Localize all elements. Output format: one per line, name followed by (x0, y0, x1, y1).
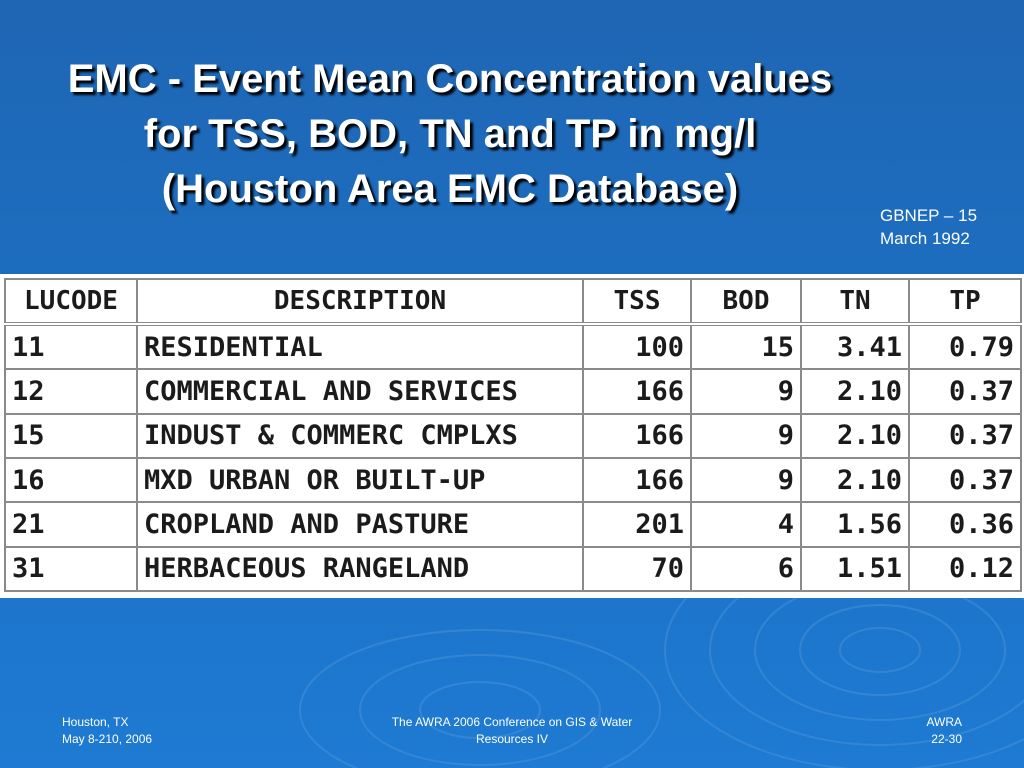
cell-description: HERBACEOUS RANGELAND (136, 545, 584, 593)
cell-description: RESIDENTIAL (136, 322, 584, 371)
slide-title: EMC - Event Mean Concentration values fo… (40, 52, 860, 217)
cell-lucode: 31 (4, 545, 138, 593)
source-line-2: March 1992 (880, 229, 970, 248)
cell-lucode: 11 (4, 322, 138, 371)
column-header-tn: TN (800, 278, 910, 326)
cell-tss: 166 (582, 368, 692, 415)
cell-tp: 0.36 (908, 501, 1022, 548)
column-header-tss: TSS (582, 278, 692, 326)
table-row: 11 RESIDENTIAL 100 15 3.41 0.79 (4, 322, 1022, 371)
cell-bod: 6 (690, 545, 802, 593)
cell-tp: 0.79 (908, 322, 1022, 371)
cell-bod: 9 (690, 412, 802, 459)
cell-tp: 0.37 (908, 368, 1022, 415)
table-row: 31 HERBACEOUS RANGELAND 70 6 1.51 0.12 (4, 545, 1022, 593)
column-header-tp: TP (908, 278, 1022, 326)
emc-table: LUCODE DESCRIPTION TSS BOD TN TP 11 RESI… (4, 278, 1022, 593)
cell-tp: 0.37 (908, 412, 1022, 459)
table-row: 15 INDUST & COMMERC CMPLXS 166 9 2.10 0.… (4, 412, 1022, 459)
cell-lucode: 12 (4, 368, 138, 415)
cell-bod: 9 (690, 456, 802, 504)
cell-lucode: 15 (4, 412, 138, 459)
source-line-1: GBNEP – 15 (880, 206, 978, 225)
footer-conference-line-2: Resources IV (475, 732, 549, 746)
column-header-description: DESCRIPTION (136, 278, 584, 326)
column-header-lucode: LUCODE (4, 278, 138, 326)
footer-conference: The AWRA 2006 Conference on GIS & Water … (350, 714, 674, 748)
cell-tn: 1.56 (800, 501, 910, 548)
emc-table-panel: LUCODE DESCRIPTION TSS BOD TN TP 11 RESI… (0, 274, 1024, 598)
footer-conference-line-1: The AWRA 2006 Conference on GIS & Water (391, 715, 633, 729)
cell-description: INDUST & COMMERC CMPLXS (136, 412, 584, 459)
cell-bod: 15 (690, 322, 802, 371)
cell-tss: 70 (582, 545, 692, 593)
table-row: 21 CROPLAND AND PASTURE 201 4 1.56 0.36 (4, 501, 1022, 548)
cell-tp: 0.12 (908, 545, 1022, 593)
cell-bod: 9 (690, 368, 802, 415)
cell-bod: 4 (690, 501, 802, 548)
table-header-row: LUCODE DESCRIPTION TSS BOD TN TP (4, 278, 1022, 326)
cell-tn: 2.10 (800, 412, 910, 459)
table-row: 12 COMMERCIAL AND SERVICES 166 9 2.10 0.… (4, 368, 1022, 415)
cell-tss: 166 (582, 456, 692, 504)
footer-org: AWRA (926, 715, 962, 729)
title-line-1: EMC - Event Mean Concentration values (67, 57, 833, 101)
cell-tss: 166 (582, 412, 692, 459)
footer-page-number: 22-30 (931, 732, 962, 746)
cell-tss: 100 (582, 322, 692, 371)
cell-description: CROPLAND AND PASTURE (136, 501, 584, 548)
title-line-3: (Houston Area EMC Database) (161, 167, 739, 211)
footer-slide-number: AWRA 22-30 (926, 714, 962, 748)
cell-tn: 2.10 (800, 368, 910, 415)
column-header-bod: BOD (690, 278, 802, 326)
cell-tss: 201 (582, 501, 692, 548)
footer-location: Houston, TX (62, 715, 129, 729)
cell-lucode: 21 (4, 501, 138, 548)
table-row: 16 MXD URBAN OR BUILT-UP 166 9 2.10 0.37 (4, 456, 1022, 504)
footer-location-date: Houston, TX May 8-210, 2006 (62, 714, 152, 748)
footer-date: May 8-210, 2006 (62, 732, 153, 746)
cell-tn: 3.41 (800, 322, 910, 371)
cell-description: COMMERCIAL AND SERVICES (136, 368, 584, 415)
source-citation: GBNEP – 15 March 1992 (880, 204, 977, 250)
title-line-2: for TSS, BOD, TN and TP in mg/l (143, 112, 757, 156)
cell-lucode: 16 (4, 456, 138, 504)
cell-tn: 2.10 (800, 456, 910, 504)
cell-description: MXD URBAN OR BUILT-UP (136, 456, 584, 504)
cell-tn: 1.51 (800, 545, 910, 593)
cell-tp: 0.37 (908, 456, 1022, 504)
